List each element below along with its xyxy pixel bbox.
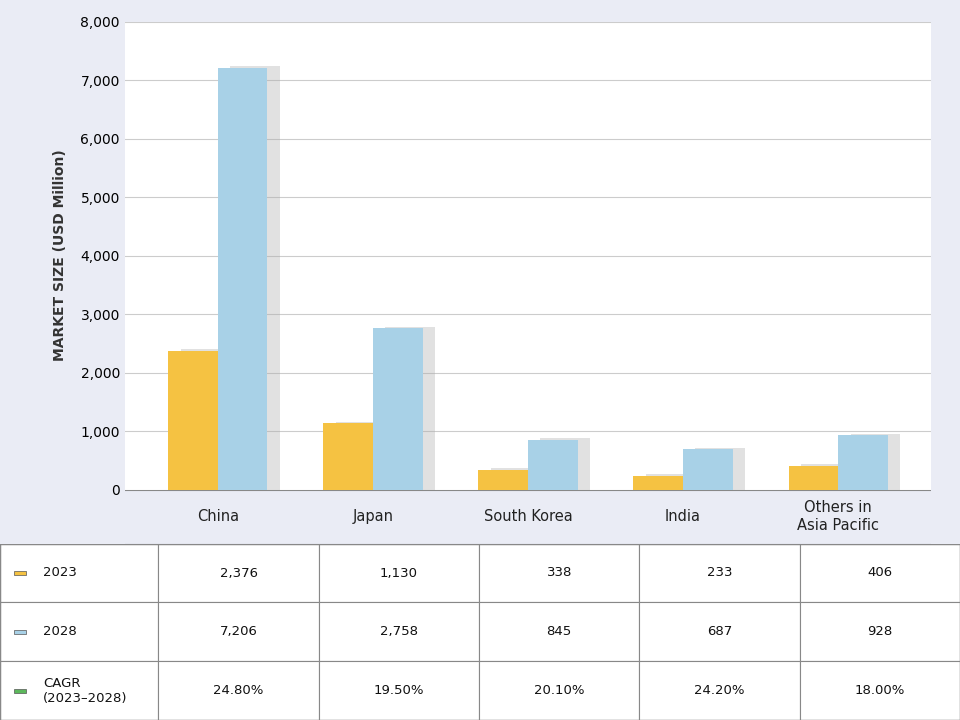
Text: 19.50%: 19.50% <box>373 684 424 697</box>
Bar <box>14 630 26 634</box>
Bar <box>218 68 268 490</box>
Text: Others in
Asia Pacific: Others in Asia Pacific <box>797 500 879 533</box>
Bar <box>0 661 158 720</box>
Text: 406: 406 <box>867 567 893 580</box>
Text: 928: 928 <box>867 625 893 639</box>
Bar <box>800 544 960 603</box>
Text: India: India <box>665 509 701 524</box>
Bar <box>180 349 230 490</box>
Bar <box>385 326 435 490</box>
Bar <box>372 328 422 490</box>
Text: 2028: 2028 <box>43 625 77 639</box>
Bar <box>800 661 960 720</box>
Bar <box>491 468 540 490</box>
Text: 2,758: 2,758 <box>380 625 418 639</box>
Text: Japan: Japan <box>352 509 394 524</box>
Text: South Korea: South Korea <box>484 509 572 524</box>
Bar <box>479 603 639 661</box>
Text: 7,206: 7,206 <box>220 625 257 639</box>
Text: CAGR
(2023–2028): CAGR (2023–2028) <box>43 677 128 705</box>
Text: 233: 233 <box>707 567 732 580</box>
Bar <box>639 603 800 661</box>
Bar <box>479 661 639 720</box>
Text: China: China <box>197 509 239 524</box>
Bar <box>851 433 900 490</box>
Bar <box>684 449 732 490</box>
Bar <box>230 66 280 490</box>
Text: 687: 687 <box>707 625 732 639</box>
Bar <box>324 423 372 490</box>
Text: 2023: 2023 <box>43 567 77 580</box>
Bar <box>336 422 385 490</box>
Bar <box>646 474 695 490</box>
Text: 20.10%: 20.10% <box>534 684 585 697</box>
Bar <box>838 436 888 490</box>
Bar <box>634 476 684 490</box>
Text: 2,376: 2,376 <box>220 567 257 580</box>
Bar <box>319 603 479 661</box>
Bar <box>788 466 838 490</box>
Text: 18.00%: 18.00% <box>854 684 905 697</box>
Text: 24.20%: 24.20% <box>694 684 745 697</box>
Bar <box>158 603 319 661</box>
Bar <box>158 661 319 720</box>
Bar <box>168 351 218 490</box>
Text: 338: 338 <box>546 567 572 580</box>
Text: 845: 845 <box>546 625 572 639</box>
Bar <box>695 448 745 490</box>
Bar <box>800 603 960 661</box>
Bar <box>801 464 851 490</box>
Bar <box>639 544 800 603</box>
Bar <box>0 603 158 661</box>
Text: 24.80%: 24.80% <box>213 684 264 697</box>
Bar <box>319 661 479 720</box>
Bar <box>319 544 479 603</box>
Bar <box>479 544 639 603</box>
Bar <box>158 544 319 603</box>
Text: 1,130: 1,130 <box>380 567 418 580</box>
Bar <box>639 661 800 720</box>
Bar <box>478 470 528 490</box>
Y-axis label: MARKET SIZE (USD Million): MARKET SIZE (USD Million) <box>53 150 66 361</box>
Bar <box>0 544 158 603</box>
Bar <box>528 440 578 490</box>
Bar <box>540 438 590 490</box>
Bar <box>14 571 26 575</box>
Bar <box>14 688 26 693</box>
